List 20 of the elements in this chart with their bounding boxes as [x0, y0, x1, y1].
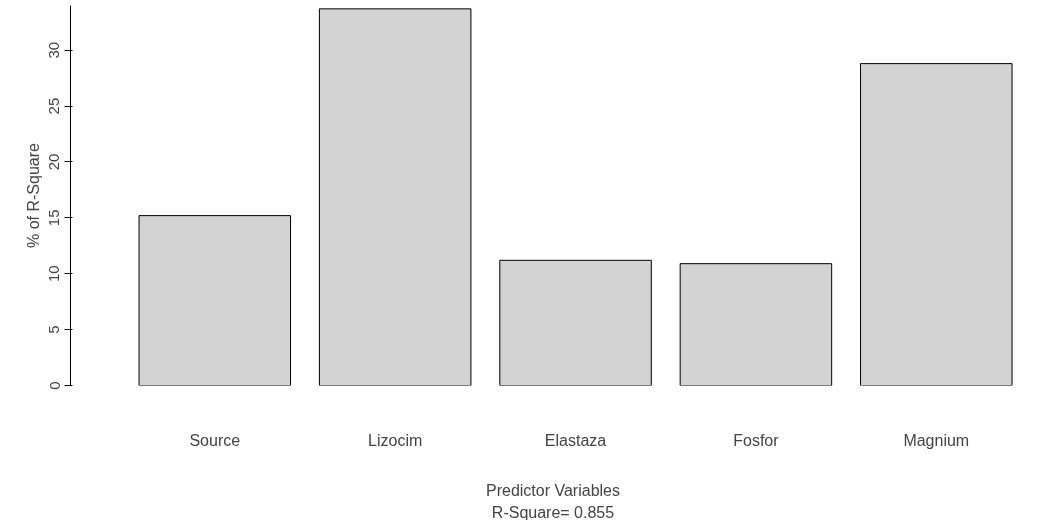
bar	[318, 8, 472, 386]
y-axis-title: % of R-Square	[24, 142, 42, 248]
x-tick-label: Elastaza	[544, 431, 607, 449]
y-tick-label: 25	[45, 97, 63, 115]
y-tick-label: 15	[45, 209, 63, 227]
y-tick-label: 30	[45, 41, 63, 59]
x-tick-label: Source	[189, 431, 241, 449]
text: R-Square= 0.855	[491, 503, 615, 521]
bar	[138, 215, 292, 386]
y-tick-label: 20	[45, 153, 63, 171]
x-tick-label: Lizocim	[368, 431, 423, 449]
y-tick-label: 5	[45, 325, 63, 334]
x-axis-title: Predictor Variables	[486, 481, 620, 499]
y-tick-label: 10	[45, 265, 63, 283]
y-tick-label: 0	[45, 381, 63, 390]
bar	[679, 263, 833, 386]
bar	[860, 63, 1013, 386]
bar	[499, 259, 652, 386]
x-tick-label: Fosfor	[733, 431, 780, 449]
x-tick-label: Magnium	[903, 431, 970, 449]
